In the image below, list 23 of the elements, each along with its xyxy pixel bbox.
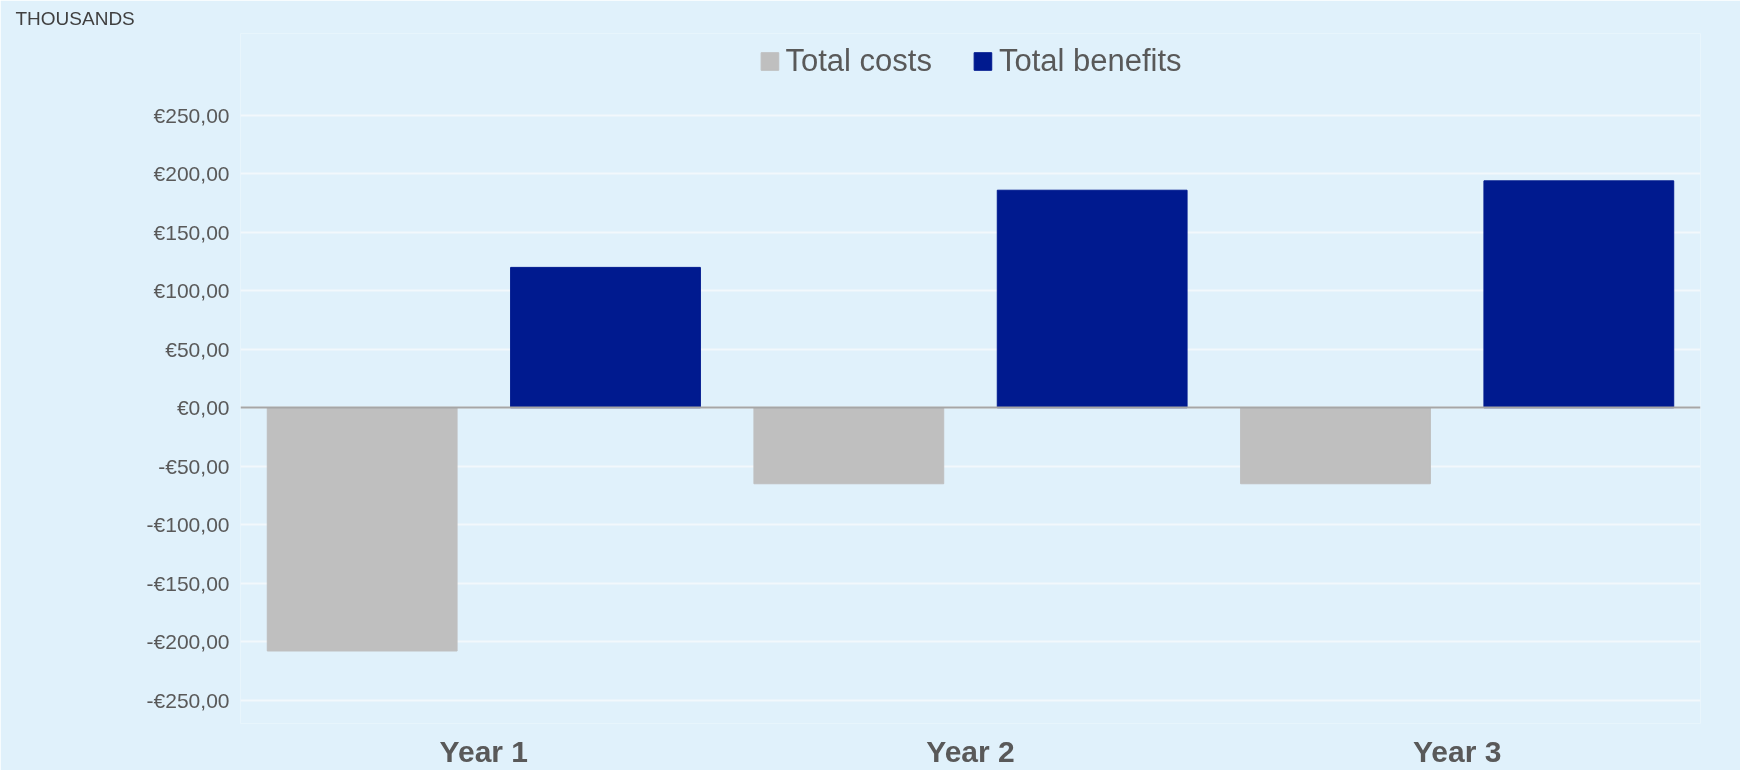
y-tick-label: -€250,00 [146, 688, 230, 712]
y-tick-label: €100,00 [153, 279, 230, 303]
bar [996, 189, 1188, 409]
y-tick-label: €250,00 [153, 103, 230, 127]
legend-label: Total costs [785, 43, 932, 79]
x-tick-label: Year 1 [439, 734, 529, 768]
y-tick-label: -€150,00 [146, 571, 230, 595]
bar [510, 266, 701, 409]
bar [1240, 407, 1431, 485]
y-tick-label: €0,00 [176, 396, 230, 420]
text: THOUSANDS [15, 7, 135, 29]
y-tick-label: -€200,00 [146, 630, 230, 654]
x-tick-label: Year 3 [1412, 734, 1502, 768]
bar [1483, 180, 1675, 409]
y-tick-label: €200,00 [153, 162, 230, 186]
x-tick-label: Year 2 [926, 734, 1015, 768]
bar [753, 407, 945, 485]
y-tick-label: -€100,00 [146, 513, 230, 537]
bar [266, 407, 458, 652]
y-tick-label: -€50,00 [158, 454, 230, 478]
legend-label: Total benefits [998, 43, 1182, 79]
y-tick-label: €50,00 [165, 337, 230, 361]
y-tick-label: €150,00 [153, 220, 230, 244]
